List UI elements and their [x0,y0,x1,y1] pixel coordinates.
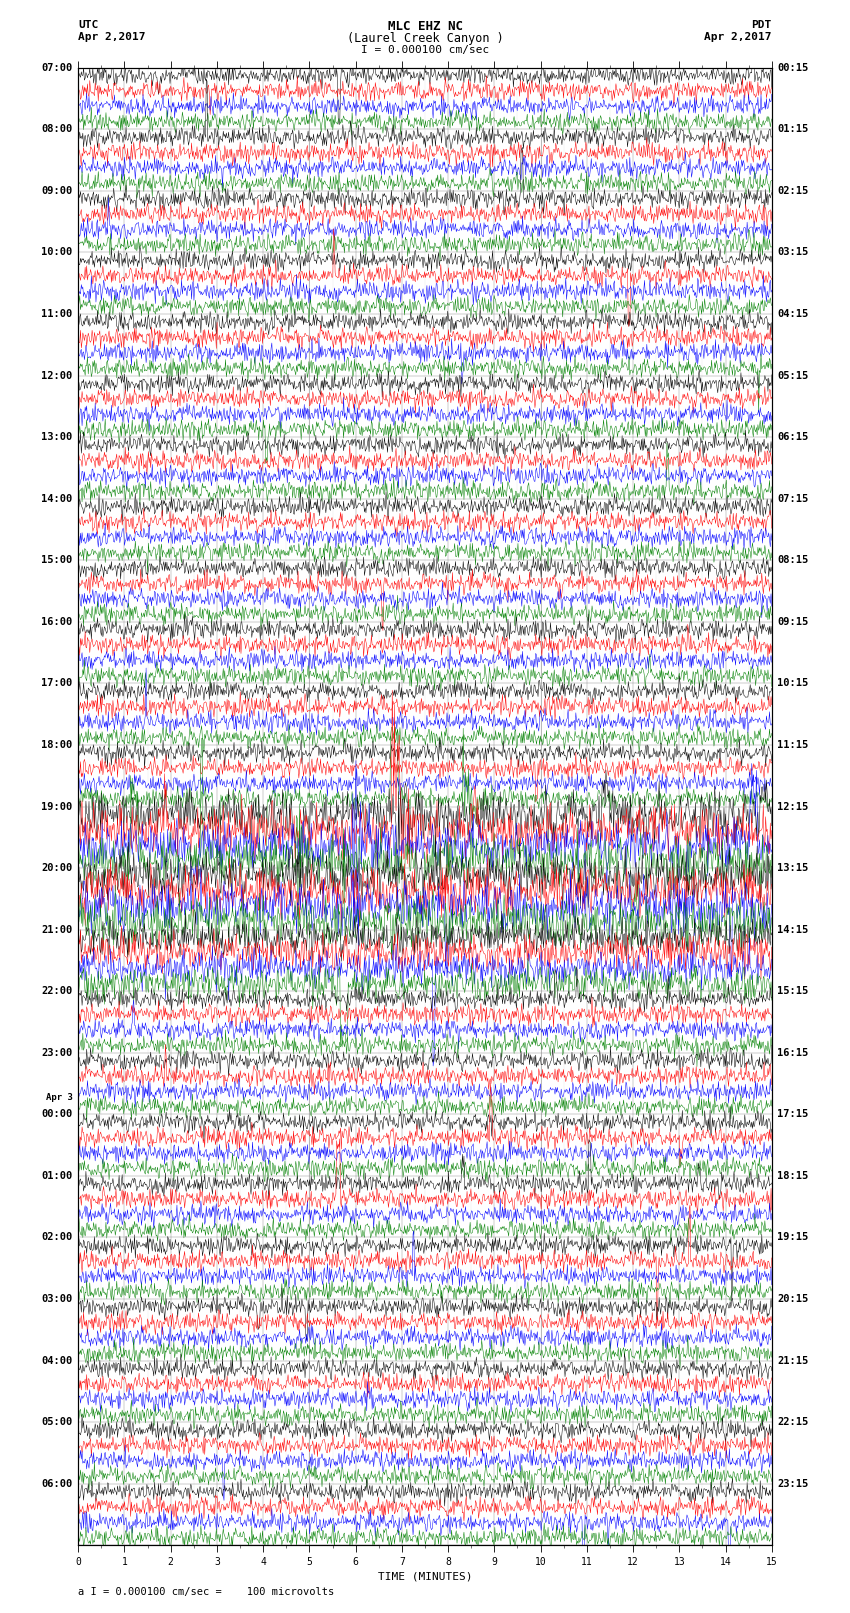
Text: MLC EHZ NC: MLC EHZ NC [388,19,462,34]
Text: 09:15: 09:15 [778,616,808,627]
Text: (Laurel Creek Canyon ): (Laurel Creek Canyon ) [347,32,503,45]
Text: 15:00: 15:00 [42,555,72,565]
Text: a I = 0.000100 cm/sec =    100 microvolts: a I = 0.000100 cm/sec = 100 microvolts [78,1587,334,1597]
Text: 12:15: 12:15 [778,802,808,811]
Text: 02:15: 02:15 [778,185,808,195]
Text: 13:15: 13:15 [778,863,808,873]
X-axis label: TIME (MINUTES): TIME (MINUTES) [377,1571,473,1581]
Text: 04:15: 04:15 [778,310,808,319]
Text: 08:00: 08:00 [42,124,72,134]
Text: 11:15: 11:15 [778,740,808,750]
Text: 07:00: 07:00 [42,63,72,73]
Text: 14:15: 14:15 [778,924,808,934]
Text: 18:00: 18:00 [42,740,72,750]
Text: 23:00: 23:00 [42,1048,72,1058]
Text: 07:15: 07:15 [778,494,808,503]
Text: 08:15: 08:15 [778,555,808,565]
Text: 16:15: 16:15 [778,1048,808,1058]
Text: 09:00: 09:00 [42,185,72,195]
Text: 10:15: 10:15 [778,679,808,689]
Text: Apr 2,2017: Apr 2,2017 [78,32,145,42]
Text: PDT: PDT [751,19,772,31]
Text: 10:00: 10:00 [42,247,72,258]
Text: 04:00: 04:00 [42,1355,72,1366]
Text: 16:00: 16:00 [42,616,72,627]
Text: 01:15: 01:15 [778,124,808,134]
Text: 03:15: 03:15 [778,247,808,258]
Text: UTC: UTC [78,19,99,31]
Text: 02:00: 02:00 [42,1232,72,1242]
Text: Apr 2,2017: Apr 2,2017 [705,32,772,42]
Text: 12:00: 12:00 [42,371,72,381]
Text: I = 0.000100 cm/sec: I = 0.000100 cm/sec [361,45,489,55]
Text: 20:15: 20:15 [778,1294,808,1303]
Text: 06:00: 06:00 [42,1479,72,1489]
Text: 19:00: 19:00 [42,802,72,811]
Text: 05:15: 05:15 [778,371,808,381]
Text: 23:15: 23:15 [778,1479,808,1489]
Text: 13:00: 13:00 [42,432,72,442]
Text: Apr 3: Apr 3 [46,1094,72,1102]
Text: 03:00: 03:00 [42,1294,72,1303]
Text: 14:00: 14:00 [42,494,72,503]
Text: 19:15: 19:15 [778,1232,808,1242]
Text: 00:15: 00:15 [778,63,808,73]
Text: 11:00: 11:00 [42,310,72,319]
Text: 21:15: 21:15 [778,1355,808,1366]
Text: 17:15: 17:15 [778,1110,808,1119]
Text: 22:15: 22:15 [778,1418,808,1428]
Text: 17:00: 17:00 [42,679,72,689]
Text: 21:00: 21:00 [42,924,72,934]
Text: 20:00: 20:00 [42,863,72,873]
Text: 22:00: 22:00 [42,986,72,997]
Text: 06:15: 06:15 [778,432,808,442]
Text: 15:15: 15:15 [778,986,808,997]
Text: 00:00: 00:00 [42,1110,72,1119]
Text: 05:00: 05:00 [42,1418,72,1428]
Text: 01:00: 01:00 [42,1171,72,1181]
Text: 18:15: 18:15 [778,1171,808,1181]
